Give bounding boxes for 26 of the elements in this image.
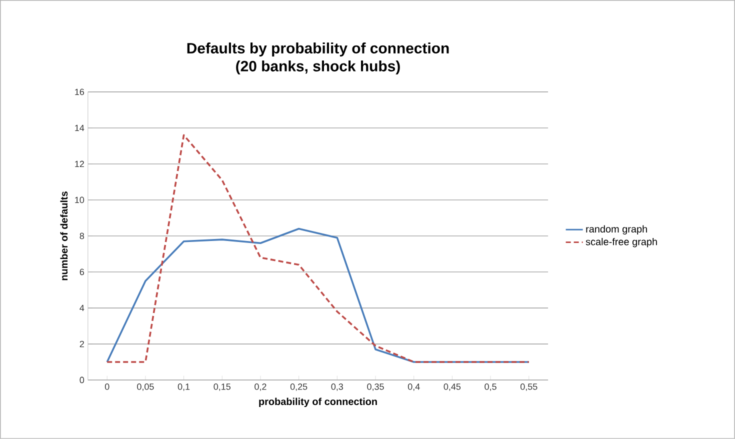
- x-tick-label: 0,3: [331, 384, 344, 391]
- x-tick-label: 0: [104, 384, 110, 390]
- y-tick-label: 10: [75, 196, 84, 204]
- x-tick-label: 0,5: [484, 384, 496, 391]
- y-tick-label: 4: [80, 304, 84, 312]
- x-tick-label: 0,25: [290, 384, 308, 391]
- y-tick-label: 16: [75, 88, 84, 96]
- chart-title: Defaults by probability of connection (20 banks, shock hubs): [187, 42, 449, 74]
- y-tick-label: 12: [75, 160, 84, 168]
- x-axis-title: probability of connection: [259, 398, 377, 408]
- y-tick-label: 14: [75, 124, 84, 132]
- x-tick-label: 0,55: [520, 384, 538, 391]
- y-tick-label: 2: [80, 340, 84, 348]
- y-tick-label: 8: [80, 232, 84, 240]
- y-tick-label: 0: [80, 376, 84, 384]
- y-axis-title: number of defaults: [60, 192, 68, 280]
- y-tick-label: 6: [80, 268, 84, 276]
- x-tick-label: 0,15: [214, 384, 230, 391]
- x-tick-label: 0,2: [254, 384, 266, 391]
- x-tick-label: 0,45: [444, 384, 461, 391]
- x-tick-label: 0,35: [367, 384, 384, 391]
- legend-label: random graph: [586, 225, 647, 235]
- legend-label: scale-free graph: [586, 238, 657, 248]
- x-tick-label: 0,05: [137, 384, 154, 391]
- x-tick-label: 0,1: [178, 384, 190, 391]
- x-tick-label: 0,4: [408, 384, 420, 391]
